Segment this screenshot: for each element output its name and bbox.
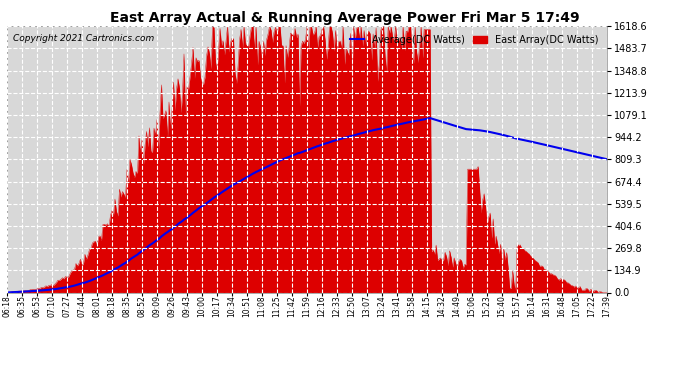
- Text: East Array Actual & Running Average Power Fri Mar 5 17:49: East Array Actual & Running Average Powe…: [110, 11, 580, 25]
- Text: Copyright 2021 Cartronics.com: Copyright 2021 Cartronics.com: [13, 34, 154, 43]
- Legend: Average(DC Watts), East Array(DC Watts): Average(DC Watts), East Array(DC Watts): [346, 31, 602, 49]
